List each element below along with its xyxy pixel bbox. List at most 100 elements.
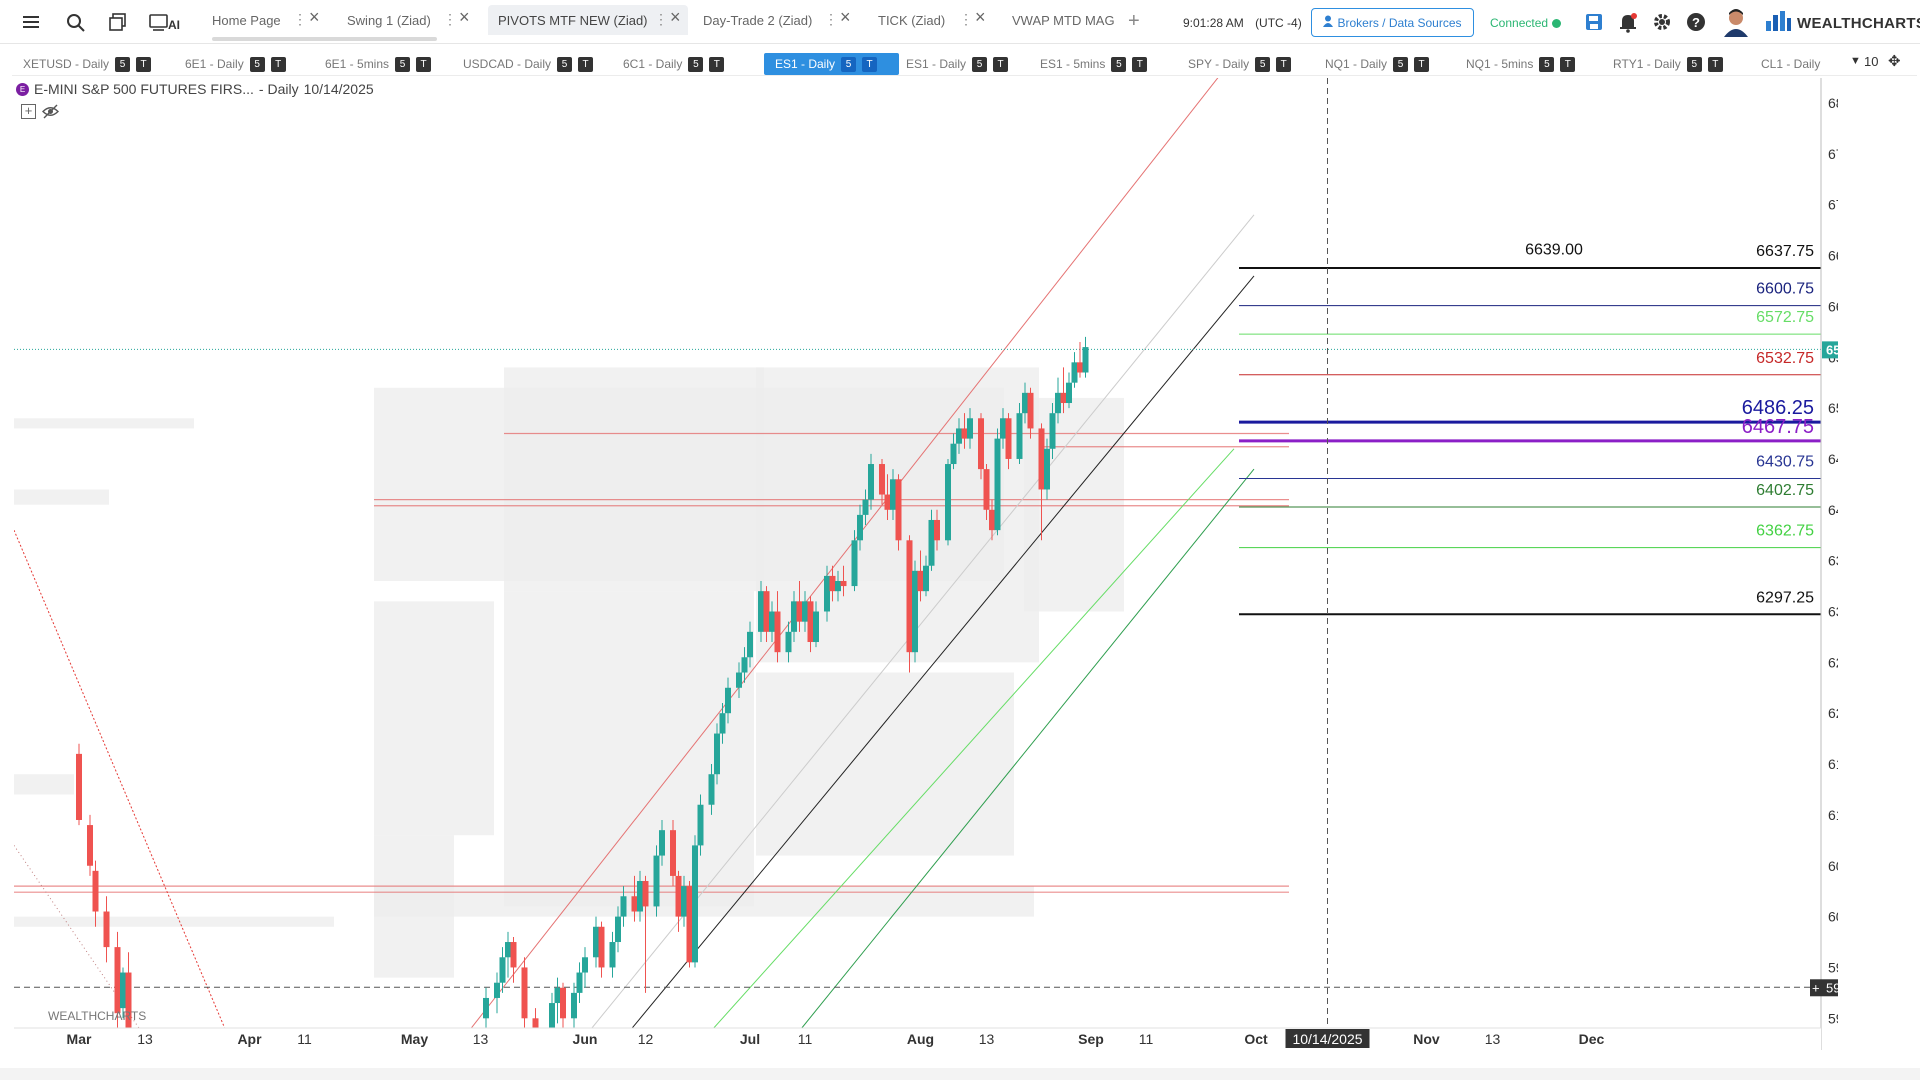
- candle-body[interactable]: [796, 601, 803, 622]
- tab-close-icon[interactable]: ×: [309, 7, 320, 27]
- symbol-tab[interactable]: RTY1 - Daily 5 T: [1602, 53, 1723, 75]
- candle-body[interactable]: [505, 942, 511, 958]
- template-box[interactable]: T: [416, 56, 432, 72]
- candle-body[interactable]: [510, 942, 517, 968]
- candle-body[interactable]: [1016, 413, 1023, 459]
- tab-item[interactable]: Home Page ⋮ ×: [202, 5, 327, 35]
- candle-body[interactable]: [620, 896, 627, 917]
- candle-body[interactable]: [609, 942, 616, 968]
- candle-body[interactable]: [1082, 347, 1089, 373]
- tab-options-icon[interactable]: ⋮: [824, 11, 838, 27]
- tab-item[interactable]: VWAP MTD MAG: [1002, 5, 1120, 35]
- candle-body[interactable]: [1049, 413, 1056, 449]
- template-box[interactable]: T: [709, 56, 725, 72]
- symbol-tab[interactable]: USDCAD - Daily 5 T: [452, 53, 594, 75]
- candle-body[interactable]: [642, 881, 649, 907]
- save-icon[interactable]: [1582, 10, 1606, 34]
- candle-body[interactable]: [747, 631, 753, 658]
- candle-body[interactable]: [851, 540, 858, 587]
- candle-body[interactable]: [103, 911, 110, 948]
- candle-body[interactable]: [917, 570, 924, 592]
- candle-body[interactable]: [978, 418, 984, 470]
- template-box[interactable]: T: [993, 56, 1009, 72]
- candle-body[interactable]: [1038, 428, 1045, 490]
- template-box[interactable]: T: [1132, 56, 1148, 72]
- candle-body[interactable]: [653, 855, 660, 907]
- candle-body[interactable]: [593, 926, 599, 958]
- candle-body[interactable]: [862, 499, 869, 515]
- candle-body[interactable]: [1060, 392, 1067, 404]
- candle-body[interactable]: [1027, 392, 1034, 429]
- candle-body[interactable]: [631, 896, 638, 912]
- candle-body[interactable]: [785, 631, 792, 653]
- candle-body[interactable]: [824, 575, 830, 612]
- timeframe-box[interactable]: 5: [557, 56, 573, 72]
- candle-body[interactable]: [697, 804, 704, 846]
- tab-options-icon[interactable]: ⋮: [443, 11, 457, 27]
- candle-body[interactable]: [813, 611, 819, 643]
- candle-body[interactable]: [840, 580, 847, 587]
- candle-body[interactable]: [829, 575, 836, 592]
- tab-item[interactable]: TICK (Ziad) ⋮ ×: [868, 5, 993, 35]
- timeframe-box[interactable]: 5: [395, 56, 411, 72]
- tab-close-icon[interactable]: ×: [459, 7, 470, 27]
- candle-body[interactable]: [912, 570, 918, 653]
- candle-body[interactable]: [769, 611, 775, 632]
- candle-body[interactable]: [884, 494, 891, 510]
- candle-body[interactable]: [125, 972, 132, 1029]
- template-box[interactable]: T: [270, 56, 286, 72]
- candle-body[interactable]: [76, 753, 82, 820]
- symbol-tab[interactable]: XETUSD - Daily 5 T: [12, 53, 152, 75]
- candle-body[interactable]: [560, 987, 566, 1019]
- candle-body[interactable]: [675, 875, 682, 917]
- candle-body[interactable]: [582, 957, 588, 973]
- tab-close-icon[interactable]: ×: [975, 7, 986, 27]
- layouts-icon[interactable]: [106, 10, 130, 34]
- timeframe-box[interactable]: 5: [1539, 56, 1555, 72]
- tab-item[interactable]: Day-Trade 2 (Ziad) ⋮ ×: [693, 5, 858, 35]
- candle-body[interactable]: [923, 565, 929, 592]
- candle-body[interactable]: [681, 886, 687, 917]
- symbol-tab[interactable]: SPY - Daily 5 T: [1177, 53, 1292, 75]
- tabs-scrollbar[interactable]: [212, 37, 437, 41]
- candle-body[interactable]: [741, 657, 748, 673]
- template-box[interactable]: T: [862, 56, 878, 72]
- candle-body[interactable]: [114, 947, 121, 1014]
- timeframe-box[interactable]: 5: [841, 56, 857, 72]
- candle-body[interactable]: [736, 672, 742, 688]
- template-box[interactable]: T: [1276, 56, 1292, 72]
- candle-body[interactable]: [499, 957, 506, 983]
- help-icon[interactable]: ?: [1684, 10, 1708, 34]
- candle-body[interactable]: [1055, 392, 1061, 414]
- template-box[interactable]: T: [136, 56, 152, 72]
- candle-body[interactable]: [758, 591, 764, 632]
- chart-canvas[interactable]: 6637.75 6600.75 6572.75 6532.75 6486.256467.…: [14, 78, 1838, 1050]
- candle-body[interactable]: [807, 601, 814, 643]
- timeframe-box[interactable]: 5: [1686, 56, 1702, 72]
- tab-options-icon[interactable]: ⋮: [293, 11, 307, 27]
- timeframe-box[interactable]: 5: [688, 56, 704, 72]
- candle-body[interactable]: [708, 774, 715, 805]
- candle-body[interactable]: [868, 464, 874, 500]
- candle-body[interactable]: [802, 601, 808, 622]
- tab-options-icon[interactable]: ⋮: [654, 11, 668, 27]
- candle-body[interactable]: [956, 428, 962, 444]
- user-avatar[interactable]: [1722, 7, 1750, 37]
- candle-body[interactable]: [1077, 362, 1083, 373]
- candle-body[interactable]: [554, 987, 561, 1004]
- template-box[interactable]: T: [1414, 56, 1430, 72]
- tab-close-icon[interactable]: ×: [670, 7, 681, 27]
- tab-item[interactable]: PIVOTS MTF NEW (Ziad) ⋮ ×: [488, 5, 688, 35]
- candle-body[interactable]: [532, 1018, 539, 1034]
- candle-body[interactable]: [686, 886, 693, 963]
- symbol-tab[interactable]: 6C1 - Daily 5 T: [612, 53, 725, 75]
- candle-body[interactable]: [576, 972, 583, 993]
- candle-body[interactable]: [989, 509, 995, 531]
- symbol-tab[interactable]: 6E1 - 5mins 5 T: [314, 53, 432, 75]
- candle-body[interactable]: [725, 687, 731, 714]
- symbol-badge[interactable]: E: [16, 82, 29, 96]
- candle-body[interactable]: [945, 464, 951, 541]
- timeframe-box[interactable]: 5: [115, 56, 131, 72]
- timeframe-box[interactable]: 5: [249, 56, 265, 72]
- candle-body[interactable]: [637, 881, 643, 912]
